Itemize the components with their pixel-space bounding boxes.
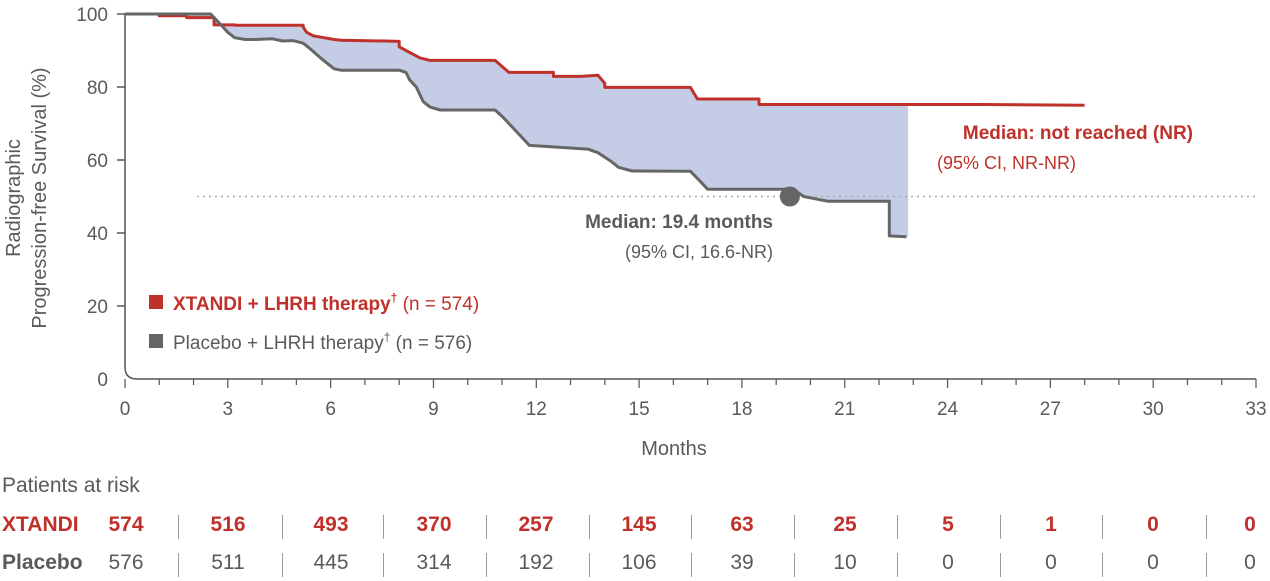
risk-value-xtandi: 257: [518, 513, 554, 536]
y-tick-label: 0: [97, 370, 108, 391]
xtandi-curve: [125, 12, 1085, 107]
placebo-ci-annotation: (95% CI, 16.6-NR): [625, 242, 773, 262]
axes: [117, 13, 1257, 388]
risk-divider: [589, 515, 590, 539]
x-tick-label: 15: [629, 399, 650, 420]
risk-divider: [589, 553, 590, 577]
risk-divider: [1000, 515, 1001, 539]
legend-swatch-placebo: [149, 334, 163, 348]
tick-labels: 0 20 40 60 80 100 0 3 6 9 12 15 18 21 24 27 30 33: [76, 5, 1266, 420]
risk-value-xtandi: 145: [621, 513, 657, 536]
risk-value-xtandi: 574: [108, 513, 144, 536]
risk-divider: [383, 515, 384, 539]
risk-value-xtandi: 63: [730, 513, 754, 536]
risk-divider: [282, 515, 283, 539]
risk-divider: [1206, 553, 1207, 577]
placebo-curve: [125, 12, 907, 239]
risk-value-placebo: 0: [1244, 551, 1256, 574]
risk-label-xtandi: XTANDI: [2, 513, 79, 536]
x-tick-label: 24: [937, 399, 959, 420]
legend-xtandi-dagger: †: [391, 291, 398, 305]
legend-swatch-xtandi: [149, 295, 163, 309]
x-axis-label: Months: [641, 438, 707, 460]
placebo-median-point: [779, 186, 800, 207]
legend-entry-xtandi: XTANDI + LHRH therapy† (n = 574): [173, 291, 479, 315]
y-axis-label-line1: Radiographic: [3, 139, 25, 257]
survival-curves: [125, 12, 1085, 239]
risk-value-placebo: 10: [833, 551, 857, 574]
y-tick-label: 80: [87, 78, 108, 99]
legend-placebo-dagger: †: [384, 330, 391, 344]
risk-label-placebo: Placebo: [2, 551, 83, 574]
risk-divider: [794, 553, 795, 577]
risk-value-xtandi: 5: [942, 513, 954, 536]
risk-divider: [486, 553, 487, 577]
risk-divider: [178, 515, 179, 539]
risk-divider: [1102, 553, 1103, 577]
risk-value-placebo: 0: [942, 551, 954, 574]
risk-divider: [794, 515, 795, 539]
placebo-median-annotation: Median: 19.4 months: [585, 212, 773, 233]
x-tick-label: 30: [1143, 399, 1164, 420]
risk-value-placebo: 445: [313, 551, 349, 574]
risk-value-placebo: 0: [1045, 551, 1057, 574]
risk-value-placebo: 511: [211, 551, 245, 574]
risk-table-title: Patients at risk: [2, 474, 140, 497]
legend-xtandi-n: (n = 574): [397, 294, 479, 315]
x-tick-label: 6: [325, 399, 336, 420]
risk-value-placebo: 192: [518, 551, 554, 574]
risk-value-xtandi: 493: [313, 513, 349, 536]
y-tick-label: 20: [87, 297, 108, 318]
km-chart: 0 20 40 60 80 100 0 3 6 9 12 15 18 21 24 27 30 33 Radiogr…: [3, 5, 1267, 460]
risk-value-xtandi: 1: [1045, 513, 1057, 536]
legend-placebo-n: (n = 576): [390, 333, 472, 354]
risk-value-placebo: 314: [416, 551, 452, 574]
xtandi-median-annotation: Median: not reached (NR): [963, 123, 1193, 144]
risk-value-placebo: 39: [730, 551, 754, 574]
y-tick-label: 100: [76, 5, 108, 26]
xtandi-ci-annotation: (95% CI, NR-NR): [937, 153, 1076, 173]
risk-row-xtandi: XTANDI 574 516 493 370 257 145 63 25 5 1 0 0: [0, 513, 1270, 543]
x-tick-label: 0: [120, 399, 131, 420]
risk-divider: [1102, 515, 1103, 539]
legend-xtandi-name: XTANDI + LHRH therapy: [173, 294, 391, 315]
x-tick-label: 21: [834, 399, 855, 420]
risk-row-placebo: Placebo 576 511 445 314 192 106 39 10 0 0 0 0: [0, 551, 1270, 581]
legend-entry-placebo: Placebo + LHRH therapy† (n = 576): [173, 330, 472, 354]
risk-divider: [383, 553, 384, 577]
separation-shading: [125, 14, 909, 237]
x-tick-label: 9: [428, 399, 439, 420]
risk-divider: [1000, 553, 1001, 577]
risk-divider: [691, 553, 692, 577]
risk-value-placebo: 576: [108, 551, 144, 574]
x-tick-label: 33: [1245, 399, 1266, 420]
risk-divider: [897, 553, 898, 577]
risk-value-xtandi: 516: [210, 513, 246, 536]
risk-value-xtandi: 0: [1147, 513, 1159, 536]
x-tick-label: 27: [1040, 399, 1061, 420]
shaded-region: [125, 14, 909, 237]
median-marker: [779, 186, 800, 207]
x-tick-label: 18: [731, 399, 752, 420]
axis-lines: [124, 14, 1256, 380]
risk-divider: [282, 553, 283, 577]
risk-value-xtandi: 25: [833, 513, 857, 536]
y-axis-label-line2: Progression-free Survival (%): [29, 67, 51, 328]
risk-divider: [897, 515, 898, 539]
risk-divider: [178, 553, 179, 577]
risk-value-xtandi: 0: [1244, 513, 1256, 536]
risk-divider: [691, 515, 692, 539]
y-tick-label: 60: [87, 151, 108, 172]
x-tick-label: 3: [223, 399, 234, 420]
legend-placebo-name: Placebo + LHRH therapy: [173, 333, 384, 354]
risk-divider: [1206, 515, 1207, 539]
risk-value-placebo: 106: [621, 551, 657, 574]
x-tick-label: 12: [526, 399, 547, 420]
risk-value-xtandi: 370: [416, 513, 452, 536]
risk-divider: [486, 515, 487, 539]
risk-value-placebo: 0: [1147, 551, 1159, 574]
y-tick-label: 40: [87, 224, 108, 245]
